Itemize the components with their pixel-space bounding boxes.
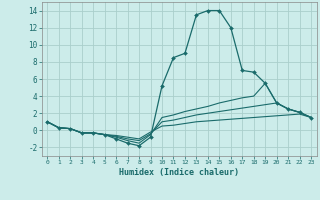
X-axis label: Humidex (Indice chaleur): Humidex (Indice chaleur) <box>119 168 239 177</box>
